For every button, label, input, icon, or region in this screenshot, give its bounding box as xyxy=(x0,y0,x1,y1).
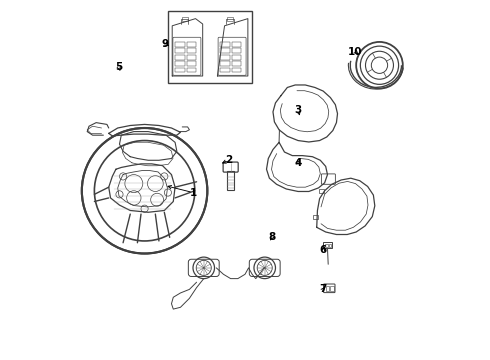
Text: 10: 10 xyxy=(348,46,363,57)
Bar xyxy=(220,42,230,46)
Bar xyxy=(313,215,318,220)
Bar xyxy=(175,68,185,72)
Bar xyxy=(227,17,233,22)
Bar xyxy=(187,55,196,59)
Bar xyxy=(232,61,242,66)
Bar xyxy=(323,242,332,248)
Text: 5: 5 xyxy=(115,62,122,72)
Text: 4: 4 xyxy=(294,158,302,168)
Bar xyxy=(175,42,185,46)
Bar xyxy=(227,171,234,190)
Bar xyxy=(220,48,230,53)
Text: 8: 8 xyxy=(268,232,275,242)
Text: 7: 7 xyxy=(319,284,327,294)
Text: 2: 2 xyxy=(225,155,232,165)
Bar xyxy=(232,42,242,46)
Bar xyxy=(326,286,329,291)
Bar xyxy=(232,55,242,59)
Bar xyxy=(187,42,196,46)
Bar xyxy=(175,55,185,59)
Bar xyxy=(175,61,185,66)
Bar xyxy=(220,61,230,66)
Bar xyxy=(187,68,196,72)
Ellipse shape xyxy=(82,128,207,253)
Bar xyxy=(187,48,196,53)
Bar xyxy=(232,48,242,53)
Bar xyxy=(187,61,196,66)
Bar xyxy=(168,12,252,83)
Bar xyxy=(318,189,323,193)
Bar xyxy=(220,68,230,72)
Bar xyxy=(232,68,242,72)
Bar xyxy=(329,244,331,247)
Text: 3: 3 xyxy=(294,105,302,115)
Text: 1: 1 xyxy=(189,188,196,198)
Bar xyxy=(325,244,328,247)
Text: 9: 9 xyxy=(162,39,169,49)
Bar xyxy=(181,17,188,22)
Bar xyxy=(220,55,230,59)
Text: 6: 6 xyxy=(319,245,327,255)
Bar xyxy=(175,48,185,53)
Bar xyxy=(330,286,334,291)
